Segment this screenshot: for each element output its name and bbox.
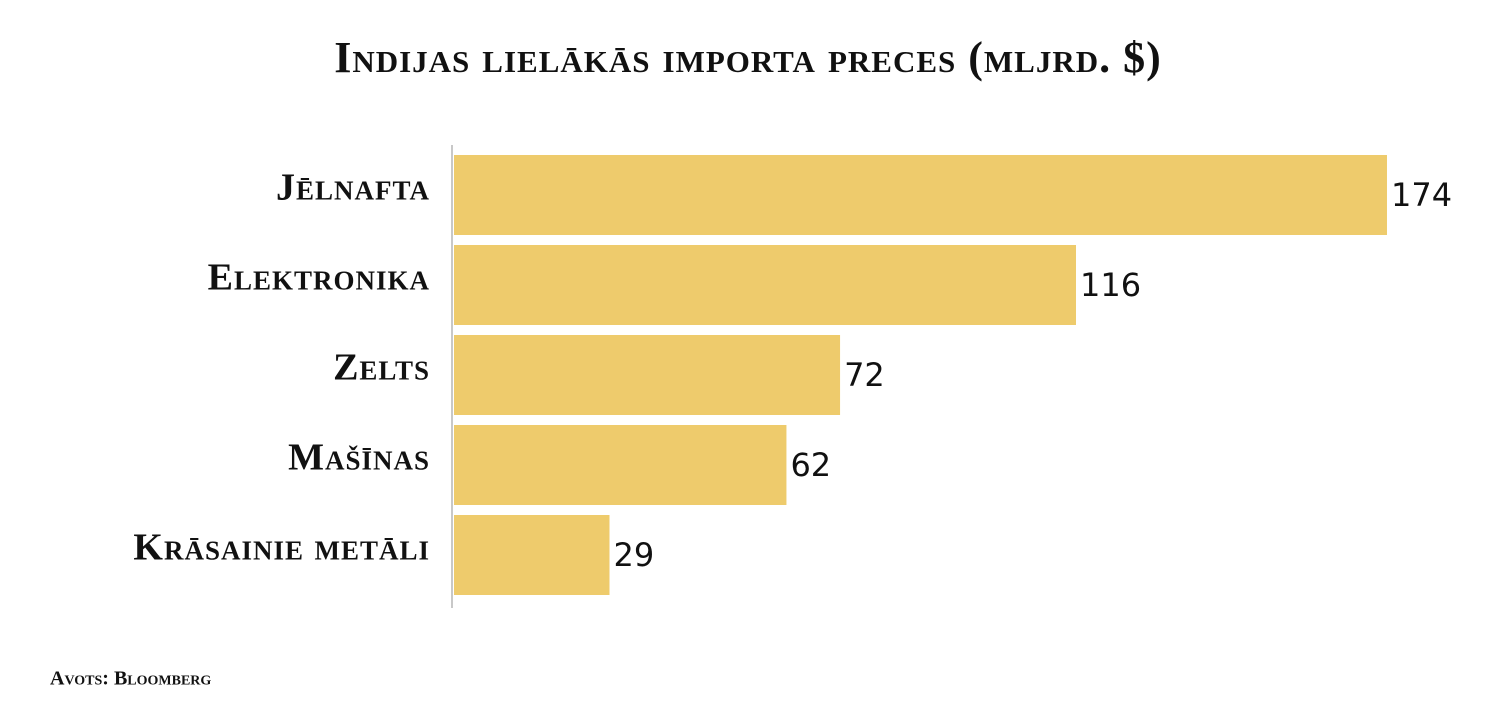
category-label: Zelts <box>333 347 430 389</box>
value-label: 116 <box>1080 266 1141 304</box>
bar <box>454 425 787 505</box>
bar <box>454 515 610 595</box>
category-label: Elektronika <box>208 257 430 299</box>
category-label: Jēlnafta <box>276 167 430 209</box>
bar <box>454 245 1076 325</box>
bar <box>454 155 1387 235</box>
chart-title: Indijas lielākās importa preces (mljrd. … <box>334 33 1162 82</box>
value-label: 174 <box>1391 176 1452 214</box>
category-label: Krāsainie metāli <box>133 527 430 569</box>
bar <box>454 335 841 415</box>
category-label: Mašīnas <box>288 437 430 479</box>
value-label: 62 <box>790 446 831 484</box>
source-note: Avots: Bloomberg <box>50 668 211 690</box>
value-label: 29 <box>613 536 654 574</box>
value-label: 72 <box>844 356 885 394</box>
